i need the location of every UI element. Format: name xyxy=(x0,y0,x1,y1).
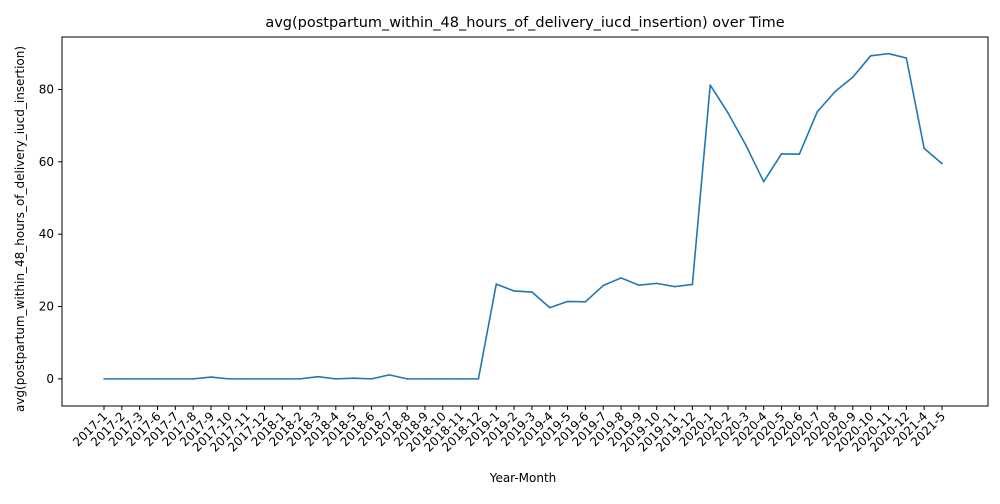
data-point xyxy=(281,378,284,380)
y-tick-label: 20 xyxy=(39,300,54,314)
y-tick-label: 60 xyxy=(39,155,54,169)
data-point xyxy=(745,144,747,146)
data-point xyxy=(531,291,533,293)
data-point xyxy=(780,153,783,155)
data-point xyxy=(245,378,248,380)
data-point xyxy=(709,84,712,86)
data-point xyxy=(495,283,498,285)
data-point xyxy=(441,378,444,380)
data-point xyxy=(513,290,515,292)
data-point xyxy=(905,57,908,59)
y-axis: 0 20 40 60 80 xyxy=(39,82,62,386)
data-point xyxy=(548,306,551,309)
data-points xyxy=(103,52,943,380)
data-point xyxy=(923,147,925,150)
data-point xyxy=(352,377,355,379)
data-point xyxy=(852,76,854,78)
data-point xyxy=(334,378,337,380)
data-point xyxy=(370,378,373,380)
y-tick-label: 80 xyxy=(39,82,54,96)
data-point xyxy=(762,180,765,183)
data-point xyxy=(263,378,266,380)
data-point xyxy=(424,378,426,380)
y-tick-label: 40 xyxy=(39,227,54,241)
chart-title: avg(postpartum_within_48_hours_of_delive… xyxy=(265,15,784,31)
data-point xyxy=(887,52,890,55)
data-point xyxy=(727,112,729,114)
data-point xyxy=(228,378,230,380)
data-point xyxy=(620,277,622,279)
data-point xyxy=(210,376,212,378)
data-point xyxy=(103,378,105,380)
data-point xyxy=(138,378,141,380)
data-point xyxy=(816,111,818,113)
plot-area-frame xyxy=(61,36,989,407)
data-point xyxy=(317,375,319,378)
data-point xyxy=(691,283,694,286)
data-point xyxy=(121,378,123,380)
data-point xyxy=(673,285,676,288)
data-point xyxy=(156,378,159,380)
data-point xyxy=(388,374,391,376)
data-point xyxy=(406,378,408,380)
data-point xyxy=(566,300,569,303)
data-point xyxy=(192,378,194,380)
data-point xyxy=(869,55,872,57)
data-point xyxy=(602,284,605,287)
data-point xyxy=(477,378,480,380)
data-point xyxy=(459,378,462,380)
data-point xyxy=(941,162,943,165)
data-point xyxy=(834,90,836,93)
data-point xyxy=(638,284,640,286)
y-axis-label: avg(postpartum_within_48_hours_of_delive… xyxy=(13,46,27,412)
data-point xyxy=(299,378,301,380)
x-axis-label: Year-Month xyxy=(489,471,557,485)
data-point xyxy=(174,378,177,380)
data-point xyxy=(798,153,801,156)
data-point xyxy=(584,301,587,303)
y-tick-label: 0 xyxy=(46,372,54,386)
data-point xyxy=(655,282,658,285)
series-line xyxy=(104,52,943,380)
